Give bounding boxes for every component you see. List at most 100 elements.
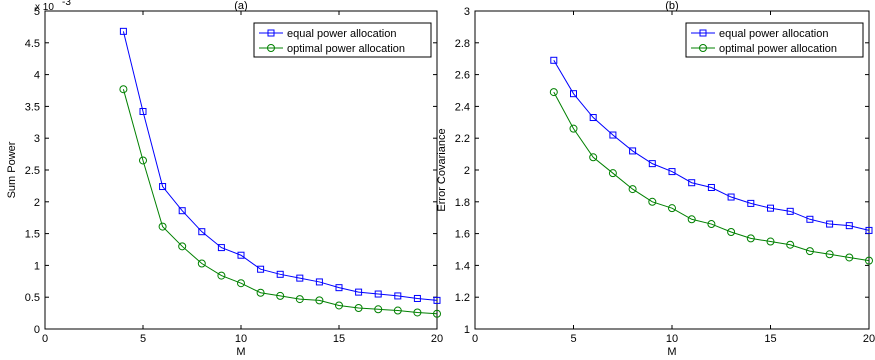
legend-entry: equal power allocation xyxy=(287,28,396,40)
data-point-circle xyxy=(335,301,343,310)
chart-panel-1: 0 5 10 15 20 1 1.2 1.4 1.6 1.8 2 2.2 2.4 2.6 2.8 3 (b) M E… xyxy=(436,0,875,358)
y-tick-label: 5 xyxy=(34,6,40,18)
y-tick-label: 4.5 xyxy=(25,38,40,50)
data-point-circle xyxy=(178,242,187,251)
y-tick-label: 2.6 xyxy=(455,70,470,82)
data-point-square xyxy=(767,204,774,212)
x-tick-label: 0 xyxy=(42,333,48,345)
data-point-circle xyxy=(139,156,147,165)
y-multiplier-label: x 10 xyxy=(35,2,54,13)
data-point-square xyxy=(315,278,323,286)
data-point-circle xyxy=(589,153,598,162)
y-tick-label: 1.8 xyxy=(455,197,470,209)
data-point-circle xyxy=(217,271,226,280)
legend-marker-circle xyxy=(267,44,275,52)
data-point-circle xyxy=(315,296,324,305)
y-tick-label: 2.4 xyxy=(455,101,470,113)
y-axis-label: Error Covariance xyxy=(436,128,448,211)
y-tick-label: 2.5 xyxy=(25,165,40,177)
series-line-1 xyxy=(122,89,438,315)
data-point-circle xyxy=(825,250,834,259)
data-point-circle xyxy=(413,308,422,317)
data-point-square xyxy=(237,251,245,259)
data-point-square xyxy=(217,244,225,252)
data-point-square xyxy=(159,183,167,191)
legend-marker-circle xyxy=(699,44,707,52)
data-point-square xyxy=(276,270,284,278)
chart-title: (b) xyxy=(665,0,678,12)
legend-box xyxy=(253,22,432,58)
data-point-square xyxy=(648,160,656,168)
data-point-square xyxy=(394,292,402,300)
y-tick-label: 2.8 xyxy=(455,38,470,50)
data-point-square xyxy=(629,147,637,155)
legend-marker-square xyxy=(699,29,707,37)
x-tick-label: 20 xyxy=(431,333,443,345)
legend-marker-square xyxy=(267,29,275,37)
plot-area xyxy=(474,10,870,330)
data-point-circle xyxy=(687,215,696,224)
data-point-square xyxy=(550,56,558,64)
data-point-circle xyxy=(707,220,716,229)
data-point-square xyxy=(178,207,186,215)
data-point-circle xyxy=(197,259,206,268)
data-point-circle xyxy=(746,234,755,243)
data-point-circle xyxy=(865,256,873,265)
y-tick-label: 3 xyxy=(34,133,40,145)
data-point-circle xyxy=(393,306,402,315)
y-tick-label: 0 xyxy=(34,324,40,336)
data-point-square xyxy=(355,288,363,296)
y-tick-label: 1.6 xyxy=(455,229,470,241)
y-tick-label: 3.5 xyxy=(25,101,40,113)
data-point-square xyxy=(786,207,794,215)
legend-entry: optimal power allocation xyxy=(719,43,837,55)
data-point-circle xyxy=(608,169,617,178)
series-line-1 xyxy=(553,91,870,262)
y-tick-label: 1.5 xyxy=(25,229,40,241)
chart-title: (a) xyxy=(234,0,247,12)
data-point-circle xyxy=(295,295,304,304)
x-tick-label: 5 xyxy=(140,333,146,345)
y-multiplier-exponent: -3 xyxy=(62,0,71,8)
legend-entry: optimal power allocation xyxy=(287,43,405,55)
data-point-circle xyxy=(276,291,285,300)
y-axis-label: Sum Power xyxy=(6,141,18,198)
data-point-square xyxy=(374,290,382,298)
data-point-square xyxy=(413,294,421,302)
data-point-square xyxy=(296,274,304,282)
data-point-square xyxy=(570,90,577,98)
x-axis-label: M xyxy=(236,346,245,358)
y-tick-label: 2 xyxy=(464,165,470,177)
x-tick-label: 10 xyxy=(666,333,678,345)
data-point-square xyxy=(119,27,127,35)
data-point-square xyxy=(433,296,441,304)
data-point-square xyxy=(257,265,265,273)
data-point-square xyxy=(139,107,147,115)
x-tick-label: 0 xyxy=(472,333,478,345)
data-point-square xyxy=(688,179,696,187)
series-line-0 xyxy=(553,60,870,231)
data-point-square xyxy=(707,183,715,191)
data-point-circle xyxy=(119,85,128,94)
x-tick-label: 5 xyxy=(570,333,576,345)
data-point-circle xyxy=(668,204,676,213)
y-tick-label: 3 xyxy=(464,6,470,18)
data-point-circle xyxy=(727,228,736,237)
data-point-circle xyxy=(786,240,795,249)
data-point-square xyxy=(609,131,617,139)
y-tick-label: 1.4 xyxy=(455,260,470,272)
data-point-circle xyxy=(256,288,265,297)
data-point-circle xyxy=(374,305,383,314)
legend-entry: equal power allocation xyxy=(719,28,828,40)
data-point-circle xyxy=(648,197,657,206)
data-point-square xyxy=(806,215,814,223)
data-point-square xyxy=(198,228,206,236)
data-point-circle xyxy=(569,124,578,133)
x-tick-label: 10 xyxy=(235,333,247,345)
x-tick-label: 15 xyxy=(333,333,345,345)
data-point-circle xyxy=(237,279,245,288)
data-point-circle xyxy=(354,304,363,313)
data-point-square xyxy=(747,199,755,207)
x-tick-label: 15 xyxy=(764,333,776,345)
